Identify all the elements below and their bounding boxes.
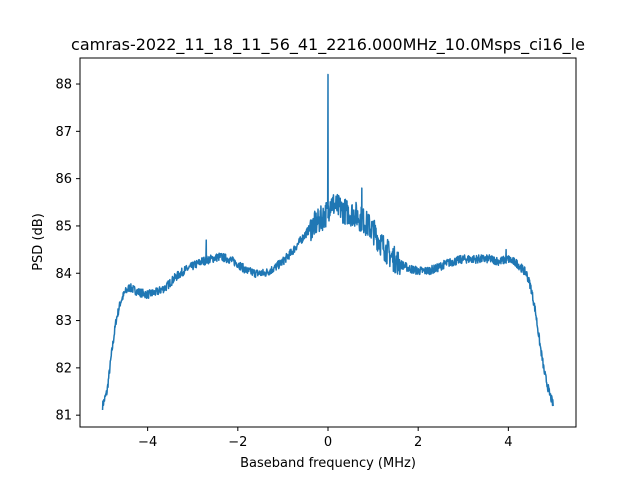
y-tick-label: 87 (55, 125, 72, 140)
x-tick-label: 0 (324, 435, 332, 450)
y-tick-label: 84 (55, 267, 72, 282)
x-axis-label: Baseband frequency (MHz) (240, 456, 416, 471)
chart-title: camras-2022_11_18_11_56_41_2216.000MHz_1… (71, 35, 585, 55)
y-tick-label: 86 (55, 172, 72, 187)
x-tick-label: −2 (228, 435, 247, 450)
x-tick-label: 4 (504, 435, 512, 450)
plot-area (101, 73, 555, 410)
y-tick-label: 82 (55, 361, 72, 376)
y-tick-label: 88 (55, 78, 72, 93)
y-tick-label: 85 (55, 219, 72, 234)
x-tick-label: 2 (414, 435, 422, 450)
y-axis-label: PSD (dB) (31, 213, 46, 271)
y-axis: 81 82 83 84 85 86 87 88 (55, 78, 80, 424)
y-tick-label: 81 (55, 409, 72, 424)
y-tick-label: 83 (55, 314, 72, 329)
psd-series-line (101, 73, 555, 410)
x-tick-label: −4 (138, 435, 157, 450)
x-axis: −4 −2 0 2 4 (138, 427, 513, 450)
